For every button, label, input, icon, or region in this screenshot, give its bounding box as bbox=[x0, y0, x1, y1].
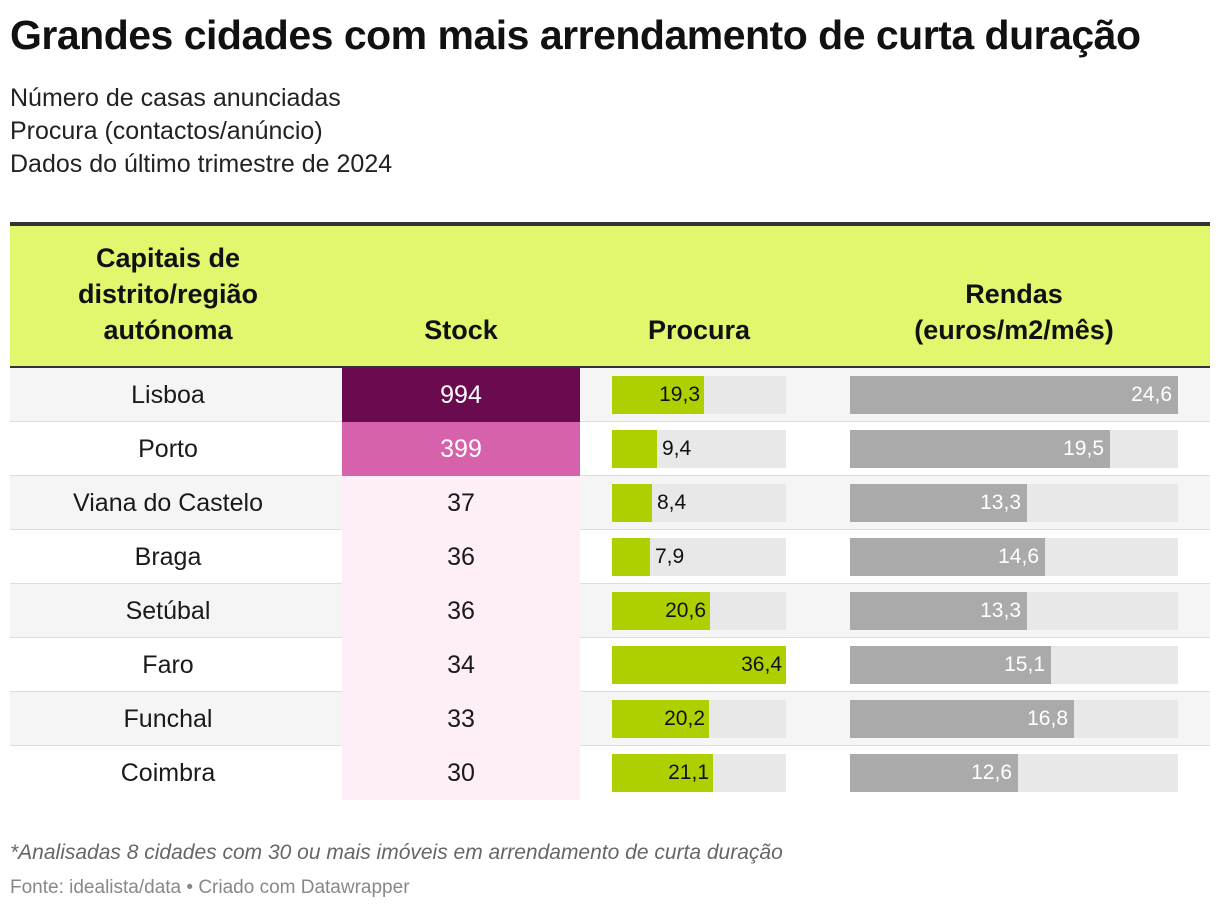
procura-bar bbox=[612, 376, 704, 414]
procura-value-label: 20,2 bbox=[664, 707, 705, 730]
procura-bar bbox=[612, 700, 709, 738]
table-row[interactable]: Braga 36 7,9 14,6 bbox=[10, 530, 1210, 584]
table-top-rule bbox=[10, 222, 1210, 226]
procura-value-label: 21,1 bbox=[668, 761, 709, 784]
rendas-bar-track: 24,6 bbox=[850, 376, 1178, 414]
city-cell: Setúbal bbox=[125, 597, 211, 625]
stock-cell: 36 bbox=[342, 530, 580, 584]
table-body: Lisboa 994 19,3 24,6 Porto 399 9,4 19,5 Viana do… bbox=[10, 368, 1210, 800]
procura-bar bbox=[612, 538, 650, 576]
procura-bar-track: 7,9 bbox=[612, 538, 786, 576]
procura-bar bbox=[612, 646, 786, 684]
rendas-value-label: 24,6 bbox=[1131, 383, 1172, 406]
procura-bar bbox=[612, 754, 713, 792]
table-row[interactable]: Coimbra 30 21,1 12,6 bbox=[10, 746, 1210, 800]
procura-value-label: 8,4 bbox=[657, 491, 687, 514]
stock-cell: 34 bbox=[342, 638, 580, 692]
rendas-value-label: 13,3 bbox=[980, 599, 1021, 622]
subtitle-line-1: Número de casas anunciadas bbox=[10, 84, 341, 112]
rendas-bar-track: 13,3 bbox=[850, 592, 1178, 630]
city-cell: Viana do Castelo bbox=[73, 489, 263, 517]
city-cell: Faro bbox=[142, 651, 194, 679]
rendas-bar-track: 16,8 bbox=[850, 700, 1178, 738]
header-city-line-1: Capitais de bbox=[95, 243, 241, 273]
table-header: Capitais de distrito/região autónoma Sto… bbox=[10, 226, 1210, 368]
procura-bar-track: 20,2 bbox=[612, 700, 786, 738]
table-row[interactable]: Funchal 33 20,2 16,8 bbox=[10, 692, 1210, 746]
header-stock[interactable]: Stock bbox=[424, 315, 498, 345]
table-row[interactable]: Lisboa 994 19,3 24,6 bbox=[10, 368, 1210, 422]
chart-title: Grandes cidades com mais arrendamento de… bbox=[10, 12, 1141, 58]
subtitle-line-3: Dados do último trimestre de 2024 bbox=[10, 150, 393, 178]
procura-value-label: 7,9 bbox=[655, 545, 685, 568]
table-row[interactable]: Faro 34 36,4 15,1 bbox=[10, 638, 1210, 692]
stock-cell: 994 bbox=[342, 368, 580, 422]
table-row[interactable]: Viana do Castelo 37 8,4 13,3 bbox=[10, 476, 1210, 530]
rendas-bar-track: 14,6 bbox=[850, 538, 1178, 576]
procura-value-label: 36,4 bbox=[741, 653, 782, 676]
rendas-bar-track: 13,3 bbox=[850, 484, 1178, 522]
procura-bar bbox=[612, 430, 657, 468]
rendas-bar bbox=[850, 538, 1045, 576]
rendas-bar-track: 12,6 bbox=[850, 754, 1178, 792]
procura-bar bbox=[612, 592, 710, 630]
header-rendas-line-1: Rendas bbox=[965, 279, 1063, 309]
rendas-bar bbox=[850, 376, 1178, 414]
header-city-line-2: distrito/região bbox=[77, 279, 259, 309]
header-rendas[interactable]: Rendas (euros/m2/mês) bbox=[850, 276, 1178, 348]
city-cell: Lisboa bbox=[131, 381, 205, 409]
data-table: Capitais de distrito/região autónoma Sto… bbox=[10, 222, 1210, 800]
header-city-line-3: autónoma bbox=[103, 315, 233, 345]
table-row[interactable]: Setúbal 36 20,6 13,3 bbox=[10, 584, 1210, 638]
procura-bar-track: 9,4 bbox=[612, 430, 786, 468]
rendas-value-label: 12,6 bbox=[971, 761, 1012, 784]
procura-bar bbox=[612, 484, 652, 522]
rendas-bar bbox=[850, 592, 1027, 630]
procura-bar-track: 19,3 bbox=[612, 376, 786, 414]
rendas-value-label: 13,3 bbox=[980, 491, 1021, 514]
stock-cell: 37 bbox=[342, 476, 580, 530]
rendas-bar bbox=[850, 484, 1027, 522]
city-cell: Porto bbox=[138, 435, 198, 463]
rendas-value-label: 16,8 bbox=[1027, 707, 1068, 730]
source-credit: Fonte: idealista/data • Criado com Dataw… bbox=[10, 877, 410, 898]
rendas-bar-track: 19,5 bbox=[850, 430, 1178, 468]
city-cell: Braga bbox=[134, 543, 202, 571]
procura-bar-track: 36,4 bbox=[612, 646, 786, 684]
stock-cell: 30 bbox=[342, 746, 580, 800]
rendas-bar bbox=[850, 700, 1074, 738]
stock-cell: 36 bbox=[342, 584, 580, 638]
stock-cell: 399 bbox=[342, 422, 580, 476]
procura-value-label: 19,3 bbox=[659, 383, 700, 406]
header-procura[interactable]: Procura bbox=[647, 315, 751, 345]
header-rendas-line-2: (euros/m2/mês) bbox=[914, 315, 1114, 345]
city-cell: Coimbra bbox=[120, 759, 216, 787]
procura-value-label: 9,4 bbox=[662, 437, 692, 460]
table-row[interactable]: Porto 399 9,4 19,5 bbox=[10, 422, 1210, 476]
rendas-bar bbox=[850, 646, 1051, 684]
rendas-value-label: 14,6 bbox=[998, 545, 1039, 568]
rendas-bar bbox=[850, 754, 1018, 792]
city-cell: Funchal bbox=[123, 705, 213, 733]
rendas-value-label: 15,1 bbox=[1004, 653, 1045, 676]
procura-bar-track: 8,4 bbox=[612, 484, 786, 522]
procura-value-label: 20,6 bbox=[665, 599, 706, 622]
procura-bar-track: 20,6 bbox=[612, 592, 786, 630]
rendas-value-label: 19,5 bbox=[1063, 437, 1104, 460]
procura-bar-track: 21,1 bbox=[612, 754, 786, 792]
stock-cell: 33 bbox=[342, 692, 580, 746]
rendas-bar bbox=[850, 430, 1110, 468]
rendas-bar-track: 15,1 bbox=[850, 646, 1178, 684]
subtitle-line-2: Procura (contactos/anúncio) bbox=[10, 117, 323, 145]
chart-subtitle: Número de casas anunciadas Procura (cont… bbox=[10, 82, 392, 181]
footnote: *Analisadas 8 cidades com 30 ou mais imó… bbox=[10, 841, 783, 864]
header-city[interactable]: Capitais de distrito/região autónoma bbox=[10, 240, 326, 348]
